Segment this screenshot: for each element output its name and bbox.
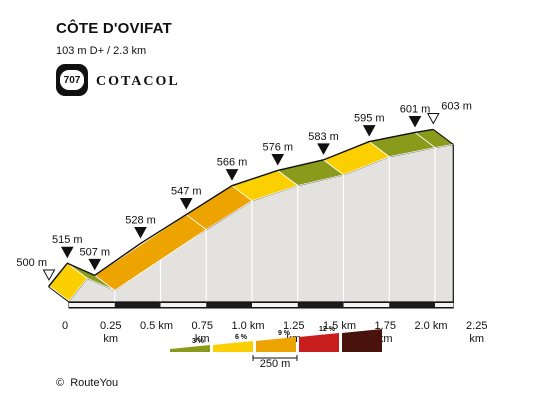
legend-swatch <box>170 345 210 352</box>
elevation-marker <box>42 269 56 282</box>
distance-tick-label: 1.25 <box>283 320 304 332</box>
elevation-label: 566 m <box>217 157 248 169</box>
elevation-marker <box>134 226 147 239</box>
elevation-marker <box>317 143 330 155</box>
distance-tick-label: 2.0 km <box>414 320 447 332</box>
profile-front-edge <box>48 128 434 287</box>
elevation-marker <box>426 112 440 125</box>
elevation-label: 601 m <box>400 103 431 115</box>
profile-base-stripe <box>69 303 115 307</box>
elevation-marker <box>60 246 74 259</box>
legend-swatch <box>213 341 253 352</box>
legend-label: 6 % <box>235 334 248 341</box>
elevation-label: 583 m <box>308 131 339 143</box>
profile-end-edge <box>432 128 454 145</box>
elevation-marker <box>179 198 193 210</box>
elevation-label: 507 m <box>79 246 110 258</box>
elevation-marker <box>271 153 285 166</box>
distance-tick-label: 0.25 <box>100 320 121 332</box>
elevation-marker <box>225 169 239 181</box>
profile-base-stripe <box>252 303 298 307</box>
copyright-symbol: © <box>56 377 65 389</box>
cotacol-wordmark: COTACOL <box>96 74 180 89</box>
elevation-label: 547 m <box>171 186 202 198</box>
profile-base-stripe <box>435 303 454 307</box>
legend-swatch <box>299 333 339 352</box>
legend-label: 12 % <box>319 326 336 333</box>
legend-swatch <box>256 337 296 352</box>
profile-base-stripe <box>160 303 207 307</box>
legend-label: 9 % <box>278 330 291 337</box>
distance-tick-label: km <box>103 333 118 345</box>
chart-subtitle: 103 m D+ / 2.3 km <box>56 45 147 57</box>
elevation-label: 528 m <box>125 214 156 226</box>
distance-tick-label: 0.75 <box>192 320 213 332</box>
distance-tick-label: 1.5 km <box>323 320 356 332</box>
elevation-label: 576 m <box>262 141 293 153</box>
chart-title: CÔTE D'OVIFAT <box>56 20 172 37</box>
profile-base-stripe <box>343 303 390 307</box>
elevation-label: 500 m <box>16 257 47 269</box>
distance-tick-label: 0 <box>62 320 68 332</box>
cotacol-logo: 707 COTACOL <box>56 64 186 98</box>
elevation-label: 515 m <box>52 234 83 246</box>
distance-tick-label: km <box>195 333 210 345</box>
elevation-marker <box>362 125 376 137</box>
distance-tick-label: km <box>469 333 484 345</box>
elevation-label: 603 m <box>441 100 472 112</box>
distance-tick-label: 0.5 km <box>140 320 173 332</box>
copyright: © RouteYou <box>56 377 118 389</box>
legend-label: 3 % <box>192 338 205 345</box>
cotacol-number: 707 <box>60 70 84 90</box>
legend-swatch <box>342 329 382 352</box>
cotacol-badge: 707 <box>56 64 88 96</box>
distance-tick-label: 2.25 <box>466 320 487 332</box>
distance-tick-label: 1.0 km <box>231 320 264 332</box>
elevation-label: 595 m <box>354 113 385 125</box>
copyright-text: RouteYou <box>70 377 119 389</box>
scale-bar-label: 250 m <box>260 358 291 370</box>
distance-tick-label: 1.75 <box>375 320 396 332</box>
elevation-marker <box>88 258 102 271</box>
elevation-marker <box>408 115 422 128</box>
